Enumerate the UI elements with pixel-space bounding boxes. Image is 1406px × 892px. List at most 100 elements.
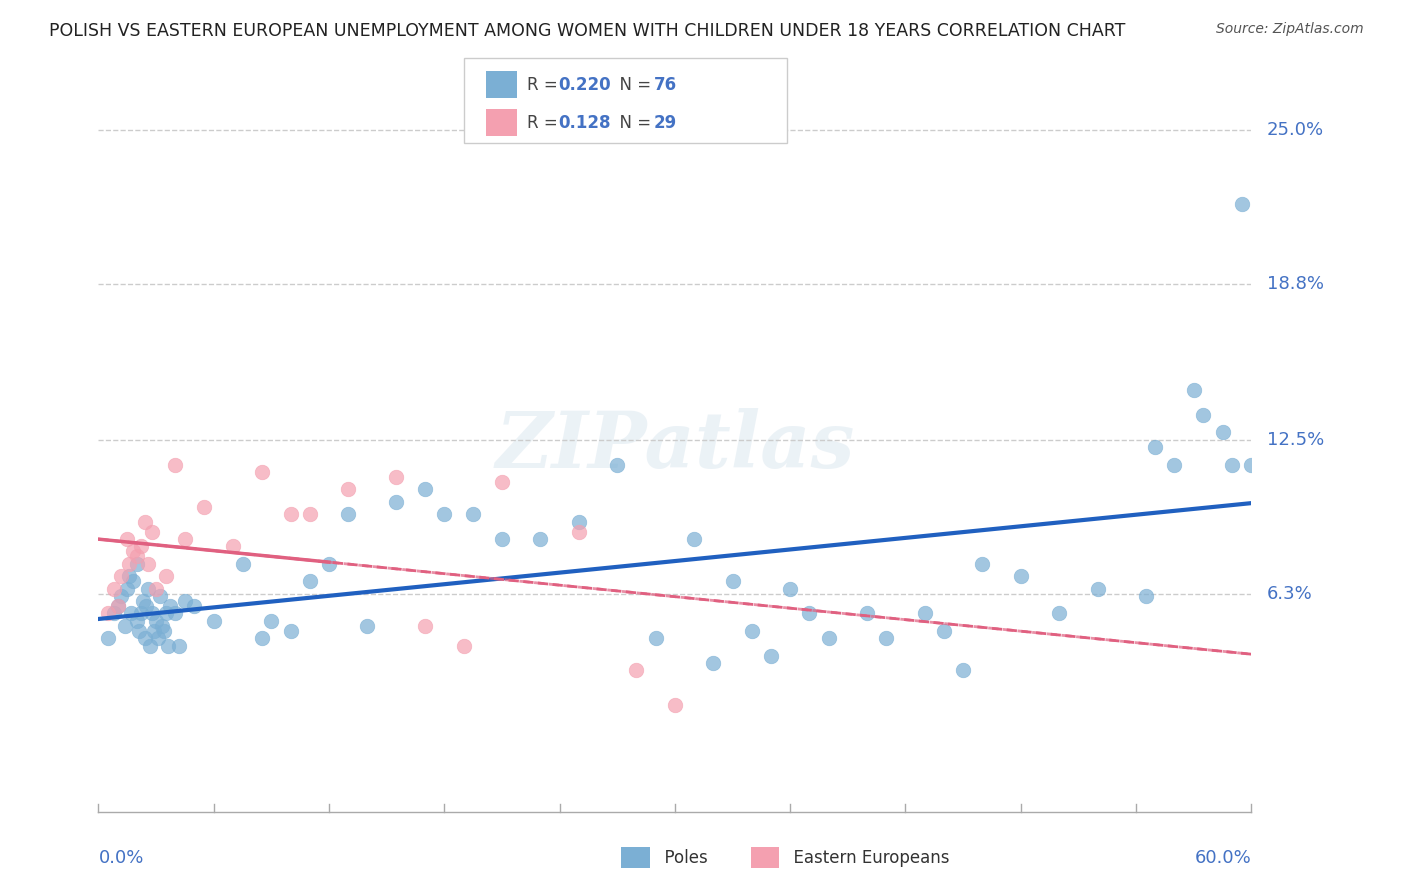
Point <box>117 532 139 546</box>
Point <box>413 619 436 633</box>
Point <box>529 532 551 546</box>
Point <box>280 624 302 638</box>
Point <box>117 582 139 596</box>
Point <box>167 639 190 653</box>
Point <box>683 532 706 546</box>
Point <box>159 599 181 613</box>
Point <box>413 483 436 497</box>
Text: N =: N = <box>609 76 657 95</box>
Text: POLISH VS EASTERN EUROPEAN UNEMPLOYMENT AMONG WOMEN WITH CHILDREN UNDER 18 YEARS: POLISH VS EASTERN EUROPEAN UNEMPLOYMENT … <box>49 22 1126 40</box>
Point <box>139 639 162 653</box>
Point <box>152 624 174 638</box>
Point <box>231 557 254 571</box>
Point <box>165 607 187 621</box>
Point <box>131 594 153 608</box>
Text: 6.3%: 6.3% <box>1267 584 1312 602</box>
Point <box>1212 425 1234 440</box>
Text: 25.0%: 25.0% <box>1267 121 1324 139</box>
Point <box>155 569 177 583</box>
Point <box>453 639 475 653</box>
Point <box>145 582 167 596</box>
Point <box>138 557 160 571</box>
Text: R =: R = <box>527 114 568 132</box>
Point <box>110 589 132 603</box>
Point <box>150 619 173 633</box>
Point <box>138 582 160 596</box>
Point <box>817 631 839 645</box>
Point <box>568 515 591 529</box>
Point <box>156 639 179 653</box>
Point <box>110 569 132 583</box>
Point <box>103 582 125 596</box>
Point <box>129 540 152 554</box>
Point <box>385 470 408 484</box>
Text: Eastern Europeans: Eastern Europeans <box>783 849 949 867</box>
Point <box>914 607 936 621</box>
Point <box>125 549 148 564</box>
Text: Poles: Poles <box>654 849 707 867</box>
Point <box>932 624 955 638</box>
Point <box>135 599 157 613</box>
Point <box>972 557 994 571</box>
Point <box>250 465 273 479</box>
Point <box>1182 383 1205 397</box>
Point <box>318 557 340 571</box>
Text: 60.0%: 60.0% <box>1195 849 1251 867</box>
Text: 0.128: 0.128 <box>558 114 610 132</box>
Point <box>1087 582 1109 596</box>
Point <box>155 607 177 621</box>
Text: 12.5%: 12.5% <box>1267 431 1324 449</box>
Point <box>856 607 879 621</box>
Point <box>141 607 163 621</box>
Text: ZIPatlas: ZIPatlas <box>495 408 855 484</box>
Point <box>491 532 513 546</box>
Point <box>1010 569 1032 583</box>
Point <box>626 664 648 678</box>
Point <box>1220 458 1243 472</box>
Point <box>118 569 141 583</box>
Point <box>433 507 456 521</box>
Point <box>165 458 187 472</box>
Text: 76: 76 <box>654 76 676 95</box>
Point <box>1047 607 1070 621</box>
Point <box>122 544 145 558</box>
Text: R =: R = <box>527 76 564 95</box>
Point <box>134 515 156 529</box>
Point <box>125 557 148 571</box>
Point <box>114 619 136 633</box>
Point <box>128 624 150 638</box>
Point <box>260 614 283 628</box>
Point <box>222 540 245 554</box>
Point <box>193 500 215 514</box>
Point <box>143 624 166 638</box>
Point <box>759 648 782 663</box>
Point <box>174 532 197 546</box>
Point <box>385 495 408 509</box>
Point <box>107 599 129 613</box>
Point <box>606 458 628 472</box>
Point <box>120 607 142 621</box>
Point <box>298 574 321 588</box>
Point <box>125 614 148 628</box>
Point <box>461 507 484 521</box>
Point <box>145 614 167 628</box>
Point <box>664 698 686 712</box>
Point <box>118 557 141 571</box>
Point <box>1163 458 1185 472</box>
Point <box>183 599 205 613</box>
Point <box>103 607 125 621</box>
Point <box>146 631 169 645</box>
Text: N =: N = <box>609 114 657 132</box>
Point <box>250 631 273 645</box>
Text: 18.8%: 18.8% <box>1267 275 1323 293</box>
Point <box>702 656 724 670</box>
Point <box>644 631 666 645</box>
Point <box>721 574 744 588</box>
Point <box>122 574 145 588</box>
Point <box>1135 589 1157 603</box>
Point <box>875 631 897 645</box>
Point <box>174 594 197 608</box>
Point <box>1192 408 1215 422</box>
Point <box>799 607 821 621</box>
Point <box>129 607 152 621</box>
